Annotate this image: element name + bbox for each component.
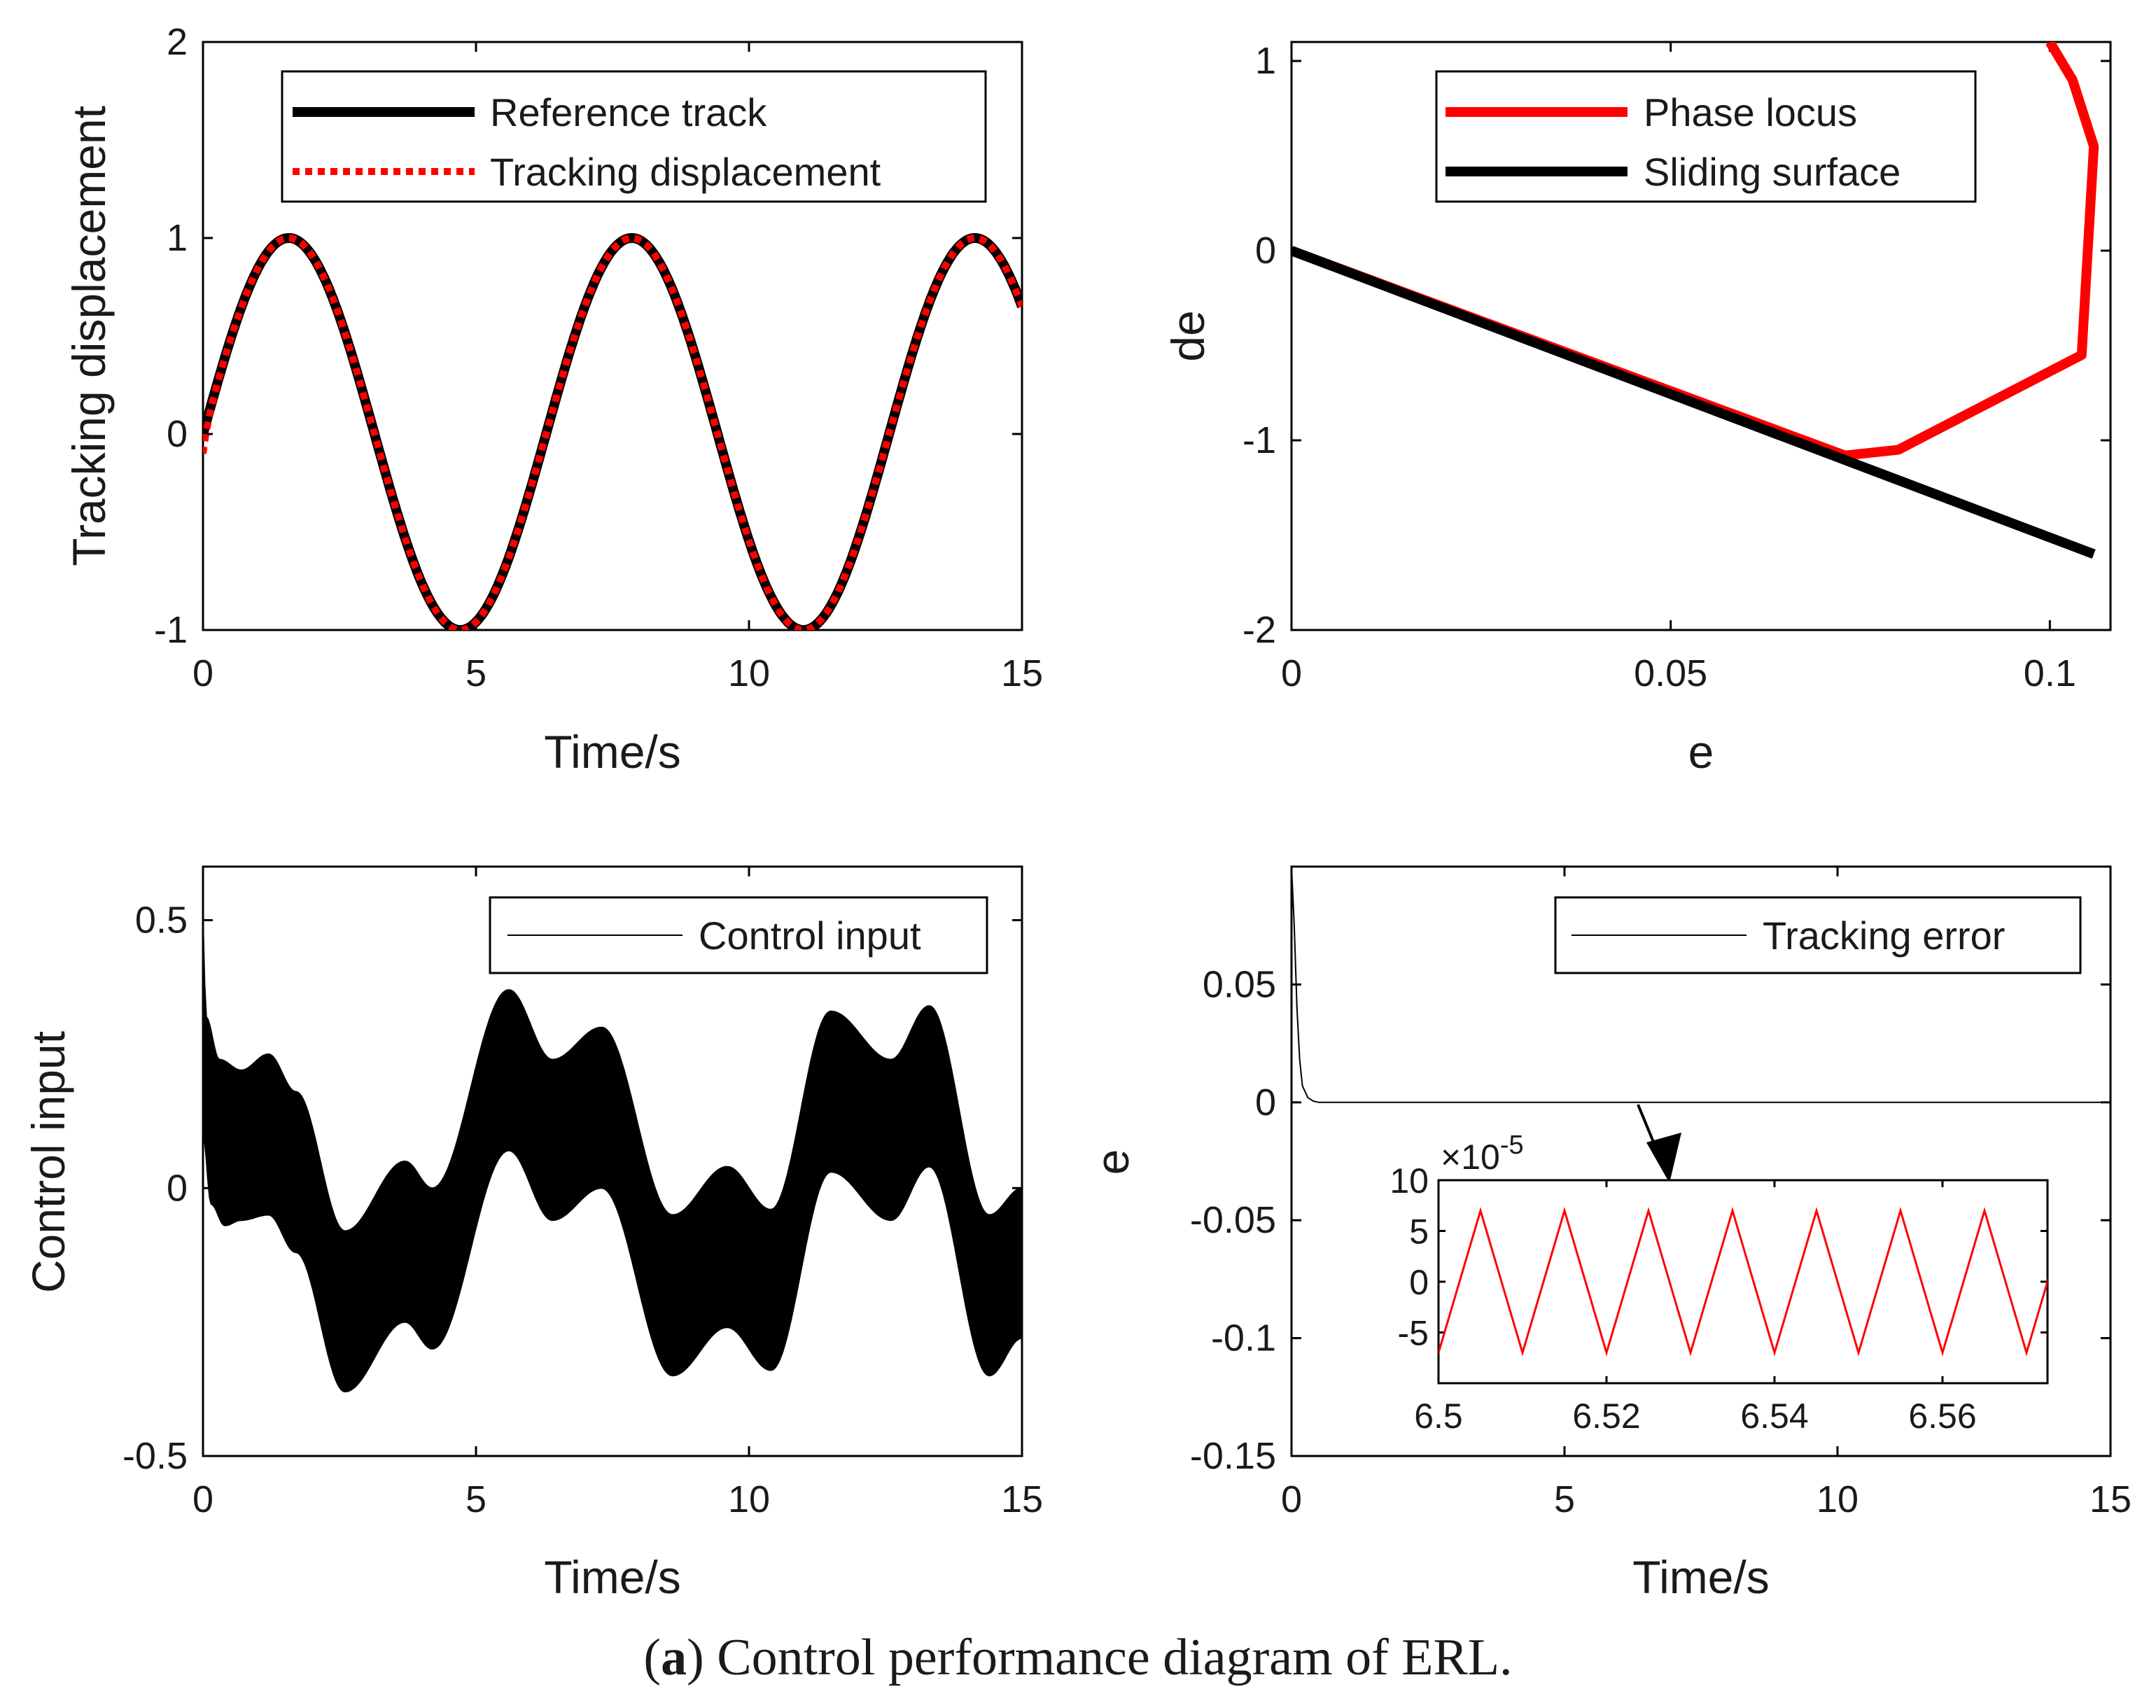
p1-y-tick-0: -1	[154, 609, 188, 651]
p4-y-tick-3: 0	[1255, 1082, 1276, 1124]
y-axis-label-2: de	[1162, 310, 1214, 361]
p4-x-tick-3: 15	[2090, 1478, 2132, 1520]
p1-y-tick-2: 1	[167, 217, 188, 259]
p3-x-tick-2: 10	[728, 1478, 770, 1520]
p4-x-tick-2: 10	[1816, 1478, 1858, 1520]
legend-2: Phase locus Sliding surface	[1435, 70, 1977, 203]
p4-y-tick-4: 0.05	[1203, 963, 1276, 1005]
p2-y-tick-0: -2	[1242, 609, 1276, 651]
p4-y-tick-2: -0.05	[1190, 1199, 1276, 1241]
p3-y-tick-1: 0	[167, 1167, 188, 1209]
p2-x-tick-2: 0.1	[2024, 652, 2076, 694]
panel-control-input: 0 5 10 15-0.500.5 Time/s Control input Cont…	[22, 865, 1043, 1603]
inset-zoom-plot: 6.5 6.52 6.54 6.56 -5 0 5 10 ×10-5	[1390, 1130, 2049, 1436]
y-axis-label-3: Control input	[22, 1031, 74, 1293]
y-axis-label-4: e	[1086, 1149, 1138, 1175]
p4-inset-x-tick-3: 6.56	[1908, 1396, 1976, 1436]
p1-y-tick-3: 2	[167, 21, 188, 63]
control-input-band	[203, 920, 1022, 1393]
inset-plot-area	[1437, 1179, 2049, 1385]
x-axis-label-2: e	[1688, 726, 1714, 778]
p2-y-tick-3: 1	[1255, 40, 1276, 82]
legend-label-sliding: Sliding surface	[1644, 150, 1900, 194]
p3-y-tick-0: -0.5	[122, 1435, 188, 1477]
p2-y-tick-2: 0	[1255, 230, 1276, 272]
legend-1: Reference track Tracking displacement	[281, 70, 987, 203]
panel-tracking-error: 0 5 10 15 -0.15 -0.1 -0.05 0 0.05 Time/s e Track…	[1086, 865, 2132, 1603]
p4-inset-x-tick-0: 6.5	[1414, 1396, 1463, 1436]
p4-x-tick-0: 0	[1281, 1478, 1302, 1520]
panel-phase-plane: 0 0.05 0.1 -2 -1 0 1 e de Phase locus Sliding …	[1162, 40, 2112, 778]
legend-4: Tracking error	[1554, 896, 2082, 974]
p4-inset-x-tick-2: 6.54	[1740, 1396, 1808, 1436]
sliding-surface-line	[1292, 246, 2096, 559]
p3-x-tick-1: 5	[465, 1478, 486, 1520]
p4-inset-y-tick-0: -5	[1398, 1314, 1429, 1353]
p1-x-tick-0: 0	[192, 652, 214, 694]
p4-y-tick-1: -0.1	[1211, 1317, 1276, 1359]
legend-label-reference: Reference track	[490, 90, 767, 134]
p1-x-tick-3: 15	[1001, 652, 1043, 694]
p1-x-tick-1: 5	[465, 652, 486, 694]
p1-y-tick-1: 0	[167, 413, 188, 455]
p4-inset-x-tick-1: 6.52	[1572, 1396, 1640, 1436]
x-axis-label-1: Time/s	[544, 726, 681, 778]
p4-x-tick-1: 5	[1554, 1478, 1575, 1520]
p1-x-tick-2: 10	[728, 652, 770, 694]
x-axis-label-4: Time/s	[1632, 1551, 1770, 1603]
legend-label-phase: Phase locus	[1644, 90, 1857, 134]
p4-y-tick-0: -0.15	[1190, 1435, 1276, 1477]
figure-caption: (a) Control performance diagram of ERL.	[643, 1629, 1512, 1686]
p4-inset-y-tick-2: 5	[1409, 1212, 1429, 1252]
p2-y-tick-1: -1	[1242, 419, 1276, 461]
legend-label-control: Control input	[699, 913, 921, 958]
p3-y-tick-2: 0.5	[135, 899, 188, 941]
y-axis-label-1: Tracking displacement	[63, 106, 115, 566]
p4-inset-y-tick-1: 0	[1409, 1263, 1429, 1302]
tracking-error-line	[1292, 867, 2110, 1103]
p4-inset-y-tick-3: 10	[1390, 1161, 1429, 1200]
p2-x-tick-1: 0.05	[1634, 652, 1707, 694]
legend-label-error: Tracking error	[1763, 913, 2005, 958]
inset-exponent-label: ×10-5	[1441, 1130, 1524, 1177]
inset-error-line	[1438, 1207, 2047, 1357]
legend-3: Control input	[489, 896, 988, 974]
tracking-displacement-line	[203, 234, 1022, 630]
p3-x-tick-0: 0	[192, 1478, 214, 1520]
x-axis-label-3: Time/s	[544, 1551, 681, 1603]
legend-label-tracking: Tracking displacement	[490, 150, 881, 194]
zoom-arrow	[1637, 1104, 1681, 1183]
p2-x-tick-0: 0	[1281, 652, 1302, 694]
p3-x-tick-3: 15	[1001, 1478, 1043, 1520]
